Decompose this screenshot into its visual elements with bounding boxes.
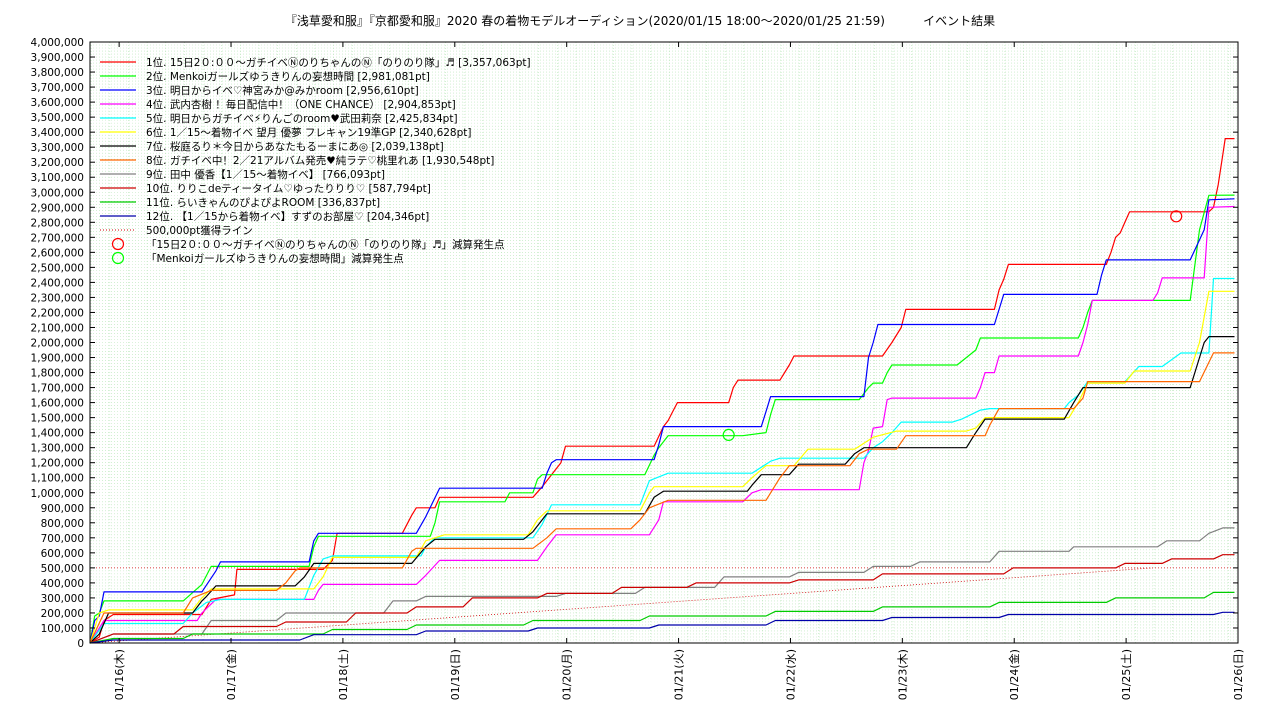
grid (90, 41, 1238, 644)
y-tick-label: 1,800,000 (31, 368, 84, 380)
series-line-3 (89, 198, 1235, 644)
y-tick-label: 2,400,000 (31, 277, 84, 289)
marker-2 (722, 428, 735, 442)
y-tick-label: 2,600,000 (31, 247, 84, 259)
y-tick-label: 3,600,000 (31, 97, 84, 109)
legend: 1位. 15日2０:００〜ガチイベⓃのりちゃんのⓃ「のりのり隊」♬ [3,357… (100, 56, 531, 265)
legend-marker-label-1: 「15日2０:００〜ガチイベⓃのりちゃんのⓃ「のりのり隊」♬」減算発生点 (146, 238, 505, 251)
y-tick-label: 1,300,000 (31, 443, 84, 455)
y-tick-label: 900,000 (41, 503, 84, 515)
y-tick-label: 1,100,000 (31, 473, 84, 485)
y-tick-label: 1,200,000 (31, 458, 84, 470)
y-tick-label: 2,100,000 (31, 322, 84, 334)
y-tick-label: 3,200,000 (31, 157, 84, 169)
y-tick-label: 600,000 (41, 548, 84, 560)
legend-label-reference: 500,000pt獲得ライン (146, 224, 253, 237)
y-tick-label: 1,700,000 (31, 383, 84, 395)
reference-line-group (89, 567, 1238, 644)
y-tick-label: 1,900,000 (31, 353, 84, 365)
series-line-5 (89, 277, 1235, 644)
x-axis-ticks: 01/16(木) 01/17(金) 01/18(土) 01/19(日) 01/20(月)… (113, 42, 1245, 700)
x-tick-label: 01/21(火) (673, 649, 686, 700)
y-tick-label: 200,000 (41, 608, 84, 620)
y-tick-label: 1,600,000 (31, 398, 84, 410)
x-tick-label: 01/18(土) (337, 649, 350, 700)
y-tick-label: 3,300,000 (31, 142, 84, 154)
series-line-12 (89, 611, 1235, 644)
y-tick-label: 1,400,000 (31, 428, 84, 440)
x-tick-label: 01/22(水) (784, 649, 797, 700)
legend-label-1: 1位. 15日2０:００〜ガチイベⓃのりちゃんのⓃ「のりのり隊」♬ [3,357… (146, 56, 531, 69)
y-tick-label: 2,200,000 (31, 307, 84, 319)
legend-label-4: 4位. 武内杏樹 ！毎日配信中！（ONE CHANCE） [2,904,853p… (146, 98, 456, 111)
y-tick-label: 4,000,000 (31, 37, 84, 49)
legend-marker-label-2: 「Menkoiガールズゆうきりんの妄想時間」減算発生点 (146, 252, 404, 265)
legend-marker-1 (111, 237, 125, 251)
y-tick-label: 1,500,000 (31, 413, 84, 425)
y-tick-label: 2,800,000 (31, 217, 84, 229)
reference-pace-line (89, 567, 1153, 644)
series-line-11 (89, 591, 1235, 644)
x-tick-label: 01/23(木) (896, 649, 909, 700)
legend-marker-2 (111, 251, 125, 265)
series-line-7 (89, 336, 1235, 644)
legend-label-3: 3位. 明日からイベ♡神宮みか@みかroom [2,956,610pt] (146, 84, 419, 97)
y-tick-label: 3,700,000 (31, 82, 84, 94)
y-tick-label: 800,000 (41, 518, 84, 530)
x-tick-label: 01/25(土) (1120, 649, 1133, 700)
y-tick-label: 3,800,000 (31, 67, 84, 79)
legend-label-12: 12位. 【1／15から着物イベ】すずのお部屋♡ [204,346pt] (146, 210, 429, 223)
chart-title: 『浅草愛和服』『京都愛和服』2020 春の着物モデルオーディション(2020/0… (284, 14, 996, 28)
x-tick-label: 01/19(日) (449, 649, 462, 700)
y-tick-label: 3,500,000 (31, 112, 84, 124)
y-tick-label: 400,000 (41, 578, 84, 590)
y-axis-ticks: 0 100,000 200,000 300,000 400,000 500,000 600,… (31, 37, 1238, 650)
legend-label-10: 10位. りりこdeティータイム♡ゆったりりり♡ [587,794pt] (146, 182, 431, 195)
y-tick-label: 3,400,000 (31, 127, 84, 139)
y-tick-label: 500,000 (41, 563, 84, 575)
series-lines (89, 138, 1235, 644)
y-tick-label: 100,000 (41, 623, 84, 635)
marker-1 (1170, 210, 1183, 223)
markers-group (722, 210, 1183, 442)
x-tick-label: 01/26(日) (1232, 649, 1245, 700)
series-line-2 (89, 194, 1235, 644)
y-tick-label: 700,000 (41, 533, 84, 545)
series-line-9 (89, 527, 1235, 644)
y-tick-label: 0 (77, 638, 84, 650)
legend-label-5: 5位. 明日からガチイベ⚡りんごのroom♥武田莉奈 [2,425,834pt] (146, 112, 458, 125)
y-tick-label: 3,100,000 (31, 172, 84, 184)
y-tick-label: 2,900,000 (31, 202, 84, 214)
series-line-4 (89, 205, 1235, 644)
legend-label-8: 8位. ガチイベ中！2／21アルバム発売♥純ラテ♡桃里れあ [1,930,548… (146, 154, 494, 167)
y-tick-label: 3,000,000 (31, 187, 84, 199)
y-tick-label: 300,000 (41, 593, 84, 605)
y-tick-label: 3,900,000 (31, 52, 84, 64)
series-line-8 (89, 352, 1235, 644)
series-line-1 (89, 138, 1235, 644)
y-tick-label: 2,700,000 (31, 232, 84, 244)
y-tick-label: 2,000,000 (31, 338, 84, 350)
legend-label-2: 2位. Menkoiガールズゆうきりんの妄想時間 [2,981,081pt] (146, 70, 430, 83)
x-tick-label: 01/20(月) (561, 649, 574, 700)
x-tick-label: 01/24(金) (1007, 649, 1021, 700)
y-tick-label: 2,500,000 (31, 262, 84, 274)
legend-label-6: 6位. 1／15〜着物イベ 望月 優夢 フレキャン19準GP [2,340,62… (146, 126, 472, 139)
legend-label-7: 7位. 桜庭るり＊今日からあなたもるーまにあ◎ [2,039,138pt] (146, 140, 444, 153)
legend-label-9: 9位. 田中 優香【1／15〜着物イベ】 [766,093pt] (146, 168, 385, 181)
x-tick-label: 01/17(金) (224, 649, 238, 700)
legend-label-11: 11位. らいきゃんのぴよぴよROOM [336,837pt] (146, 196, 380, 209)
y-tick-label: 2,300,000 (31, 292, 84, 304)
x-tick-label: 01/16(木) (113, 649, 126, 700)
y-tick-label: 1,000,000 (31, 488, 84, 500)
series-line-10 (89, 554, 1235, 644)
